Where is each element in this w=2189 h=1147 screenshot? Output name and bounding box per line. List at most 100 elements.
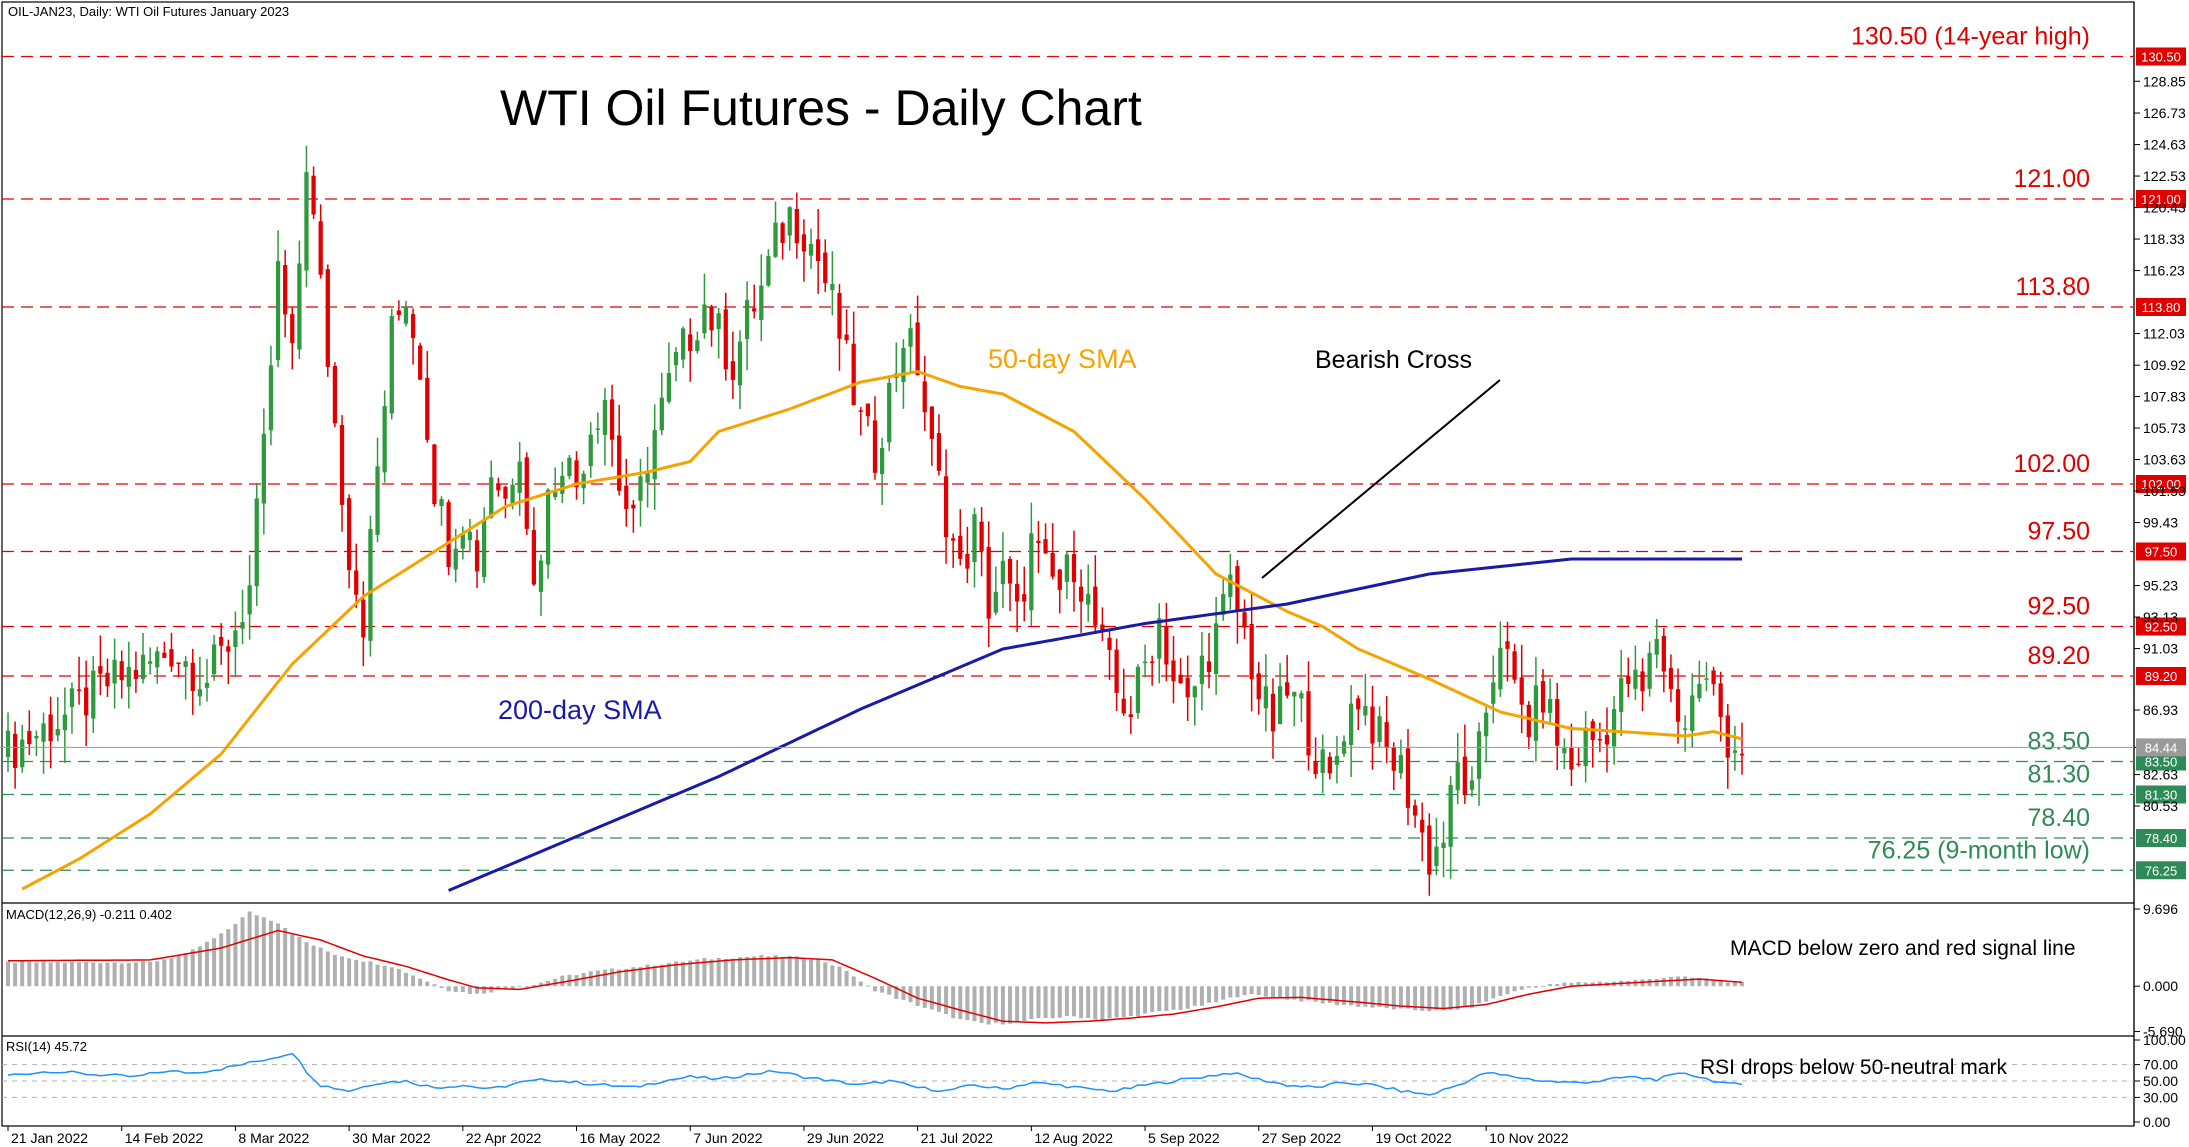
macd-bar — [13, 963, 18, 987]
price-tick-label: 99.43 — [2143, 515, 2178, 531]
macd-bar — [652, 965, 657, 987]
candle-body — [1043, 539, 1048, 554]
candle-body — [901, 347, 906, 382]
candle-body — [1640, 671, 1645, 692]
macd-bar — [27, 961, 32, 987]
macd-bar — [84, 961, 89, 987]
macd-bar — [1484, 986, 1489, 1002]
candle-body — [1484, 712, 1489, 737]
candle-body — [1555, 699, 1560, 746]
candle-body — [1135, 666, 1141, 714]
candle-body — [1086, 593, 1091, 605]
macd-bar — [1732, 981, 1737, 987]
macd-bar — [801, 958, 806, 987]
macd-bar — [1441, 986, 1446, 1011]
level-badge-text: 83.50 — [2145, 755, 2178, 770]
candle-body — [823, 252, 828, 284]
current-price-marker: 84.44 — [0, 738, 2186, 757]
candle-body — [240, 622, 245, 629]
candle-body — [5, 730, 11, 758]
macd-bar — [1242, 986, 1247, 996]
macd-bar — [688, 960, 693, 987]
macd-bar — [1725, 982, 1730, 987]
macd-bar — [1676, 976, 1681, 987]
rsi-note: RSI drops below 50-neutral mark — [1700, 1056, 2007, 1079]
candle-body — [1064, 554, 1070, 582]
candle-body — [1540, 681, 1546, 713]
level-badge-text: 92.50 — [2145, 620, 2178, 635]
candle-body — [1462, 756, 1467, 796]
macd-bar — [773, 955, 778, 987]
macd-bar — [403, 972, 408, 987]
macd-bar — [133, 962, 138, 987]
macd-bar — [325, 951, 330, 987]
candle-body — [197, 689, 203, 697]
candle-body — [560, 475, 565, 494]
candle-body — [1320, 749, 1325, 773]
macd-bar — [1128, 986, 1133, 1017]
price-tick-label: 118.33 — [2143, 231, 2185, 247]
macd-bar — [531, 984, 536, 987]
date-tick-label: 21 Jul 2022 — [921, 1130, 994, 1146]
macd-axis: 9.696 0.000 -5.690 — [2134, 901, 2183, 1040]
macd-bar — [354, 959, 359, 987]
date-tick-label: 16 May 2022 — [580, 1130, 661, 1146]
candle-body — [1398, 754, 1404, 774]
level-badge-text: 89.20 — [2145, 669, 2178, 684]
date-tick-label: 8 Mar 2022 — [238, 1130, 309, 1146]
macd-bar — [418, 978, 423, 987]
macd-bar — [659, 964, 664, 987]
level-badge-text: 76.25 — [2145, 863, 2178, 878]
macd-bar — [936, 986, 941, 1012]
candle-body — [1633, 669, 1638, 689]
level-label: 92.50 — [2027, 593, 2090, 621]
macd-bar — [1562, 982, 1567, 987]
candle-body — [1142, 661, 1148, 664]
price-tick-label: 86.93 — [2143, 702, 2178, 718]
macd-bar — [1164, 986, 1169, 1011]
macd-bar — [986, 986, 991, 1025]
macd-bar — [1228, 986, 1233, 998]
rsi-line — [7, 1052, 1743, 1096]
candle-body — [55, 729, 60, 736]
candle-body — [510, 484, 515, 505]
candle-body — [425, 377, 430, 440]
candle-body — [375, 466, 380, 535]
candle-body — [1185, 677, 1190, 698]
macd-bar — [169, 958, 174, 987]
candle-body — [1277, 686, 1283, 725]
macd-bar — [69, 961, 74, 987]
macd-bar — [546, 980, 551, 987]
macd-bar — [553, 978, 558, 987]
candle-body — [574, 460, 579, 488]
macd-bar — [1526, 986, 1531, 988]
candle-body — [1412, 805, 1418, 816]
candle-body — [673, 351, 679, 366]
candle-body — [1249, 623, 1254, 680]
macd-bar — [1413, 986, 1418, 1011]
level-label: 113.80 — [2015, 273, 2090, 301]
date-tick-label: 27 Sep 2022 — [1262, 1130, 1342, 1146]
macd-bar — [1121, 986, 1126, 1018]
candle-body — [659, 397, 664, 431]
candle-body — [908, 328, 913, 347]
level-badge — [2136, 542, 2186, 561]
candle-body — [830, 284, 835, 291]
candle-body — [986, 546, 991, 619]
candle-body — [1505, 641, 1510, 649]
level-badge-text: 78.40 — [2145, 831, 2178, 846]
macd-bar — [965, 986, 970, 1021]
price-tick-label: 91.03 — [2143, 641, 2178, 657]
candle-body — [1427, 825, 1432, 875]
candle-body — [1150, 661, 1155, 664]
macd-bar — [1569, 982, 1574, 987]
macd-bar — [467, 986, 472, 995]
macd-bar — [1491, 986, 1496, 999]
candle-body — [531, 530, 537, 585]
macd-bar — [1498, 986, 1503, 996]
candle-body — [439, 499, 444, 507]
candle-body — [1704, 678, 1709, 680]
macd-bar — [574, 975, 579, 987]
macd-bar — [432, 984, 437, 987]
candle-body — [1562, 747, 1567, 754]
